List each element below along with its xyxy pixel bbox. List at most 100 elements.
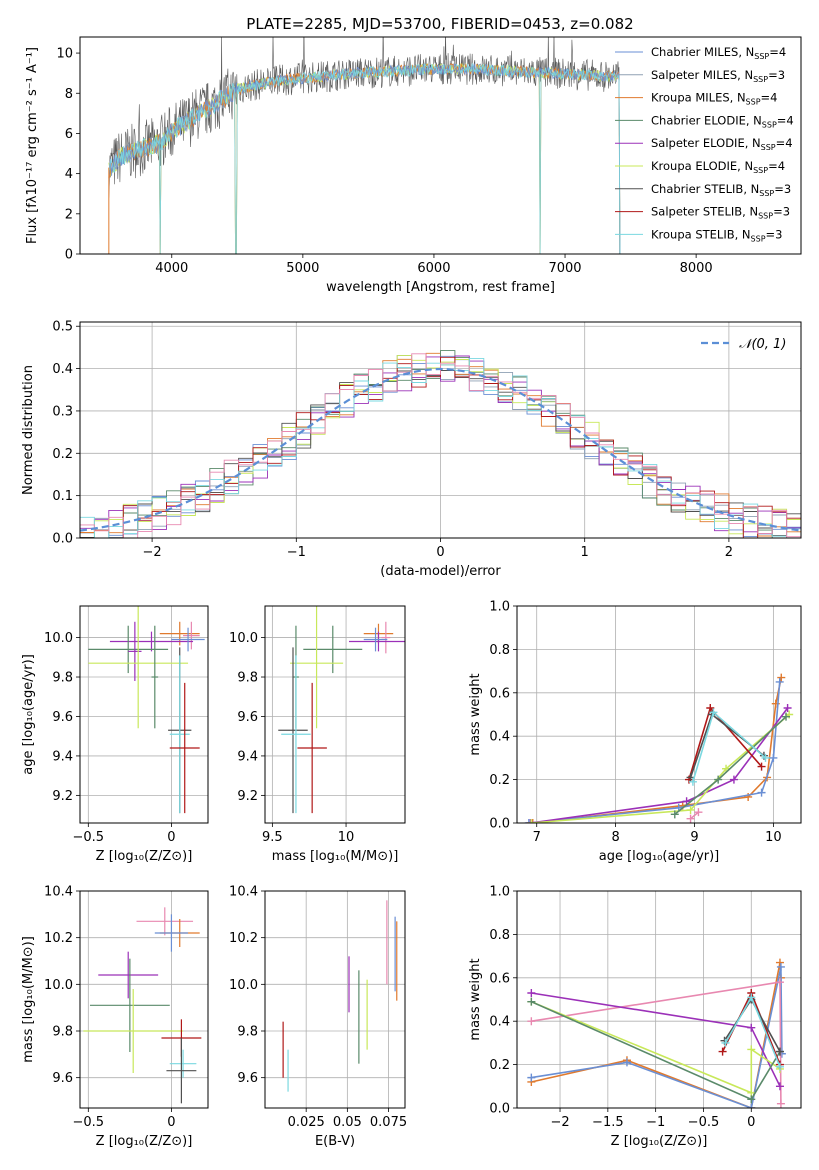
weight-point (747, 1104, 756, 1108)
y-tick-label: 0.6 (489, 971, 510, 986)
weight-point (622, 1058, 631, 1067)
y-tick-label: 0.6 (489, 686, 510, 701)
y-tick-label: 9.8 (237, 1025, 258, 1040)
x-tick-label: 9 (690, 830, 698, 845)
weight-point (688, 777, 697, 786)
x-tick-label: 0 (167, 830, 175, 845)
axes-frame (79, 605, 209, 824)
weight-point (777, 673, 786, 682)
weight-point (709, 708, 718, 717)
weight-point (706, 703, 715, 712)
weight-point (686, 805, 695, 814)
weight-point (686, 773, 695, 782)
legend-subscript: SSP (753, 75, 768, 84)
figure-title: PLATE=2285, MJD=53700, FIBERID=0453, z=0… (246, 15, 633, 33)
legend-subscript: SSP (751, 234, 766, 243)
x-axis-label: mass [log₁₀(M/M⊙)] (272, 849, 399, 864)
weight-point (757, 762, 766, 771)
x-tick-label: −0.5 (688, 1115, 720, 1130)
panel-weight_vs_age: 7 8 9 10 0.0 0.2 0.4 0.6 0.8 1.0 age [log₁₀(age/yr… (468, 600, 802, 864)
x-tick-label: 0.075 (370, 1115, 407, 1130)
y-tick-label: 6 (65, 127, 73, 142)
weight-point (776, 1099, 785, 1108)
legend-value: =3 (768, 68, 785, 82)
x-tick-label: 4000 (155, 261, 188, 276)
x-axis-label: Z [log₁₀(Z/Z⊙)] (611, 1134, 708, 1149)
legend-entry: Chabrier MILES, NSSP=4 (651, 45, 786, 61)
y-tick-label: 10.4 (44, 885, 73, 900)
y-tick-label: 10 (56, 47, 73, 62)
x-tick-label: 10 (338, 830, 355, 845)
x-tick-label: 0 (436, 545, 444, 560)
y-tick-label: 9.6 (52, 710, 73, 725)
weight-point (783, 703, 792, 712)
weight-point (775, 958, 784, 967)
weight-point (747, 993, 756, 1002)
weight-point (729, 775, 738, 784)
weight-point (721, 1038, 730, 1047)
y-tick-label: 0.0 (52, 532, 73, 547)
y-axis-label: mass weight (468, 673, 483, 755)
legend-entry: Chabrier ELODIE, NSSP=4 (651, 113, 794, 129)
y-tick-label: 10.0 (44, 631, 73, 646)
weight-point (686, 814, 695, 823)
y-tick-label: 9.2 (52, 789, 73, 804)
y-tick-label: 10.2 (44, 931, 73, 946)
y-tick-label: 0.1 (52, 489, 73, 504)
weight-point (747, 1023, 756, 1032)
x-tick-label: 10 (765, 830, 782, 845)
plot-area (282, 900, 398, 1092)
legend-entry: Kroupa STELIB, NSSP=3 (651, 227, 782, 243)
legend-entry: Salpeter ELODIE, NSSP=4 (651, 136, 793, 152)
spectrum-line (108, 62, 621, 254)
y-axis-label: age [log₁₀(age/yr)] (21, 654, 36, 775)
x-tick-label: −2 (143, 545, 162, 560)
legend-entry: 𝒩(0, 1) (739, 337, 786, 352)
weight-series-line (532, 677, 783, 823)
legend-subscript: SSP (746, 98, 761, 107)
legend-value: =4 (777, 113, 794, 127)
weight-point (527, 997, 536, 1006)
spectrum-line (108, 63, 621, 254)
weight-point (527, 1073, 536, 1082)
weight-point (747, 1045, 756, 1054)
spectrum-line (108, 62, 621, 254)
weight-point (775, 1062, 784, 1071)
y-tick-label: 10.0 (44, 978, 73, 993)
weight-point (775, 1082, 784, 1091)
legend-value: =4 (769, 45, 786, 59)
axes-frame (79, 321, 802, 539)
y-tick-label: 2 (65, 207, 73, 222)
y-tick-label: 0.4 (52, 362, 73, 377)
weight-point (757, 788, 766, 797)
legend-entry: Salpeter STELIB, NSSP=3 (651, 205, 790, 221)
legend-subscript: SSP (758, 212, 773, 221)
y-tick-label: 10.4 (229, 885, 258, 900)
y-tick-label: 0.4 (489, 730, 510, 745)
x-tick-label: −0.5 (73, 1115, 105, 1130)
plot-area (524, 673, 794, 823)
x-tick-label: 2 (725, 545, 733, 560)
y-tick-label: 1.0 (489, 600, 510, 615)
weight-series-line (528, 681, 781, 823)
weight-series-line (531, 981, 782, 1104)
panel-age_vs_mass: 9.5 10 9.2 9.4 9.6 9.8 10.0 mass [log₁₀(M/M⊙)] (229, 605, 406, 864)
y-tick-label: 0.2 (489, 1058, 510, 1073)
panel-mass_vs_Z: −0.5 0 9.6 9.8 10.0 10.2 10.4 Z [log₁₀(Z/Z⊙)] ma… (21, 885, 209, 1149)
y-tick-label: 0.3 (52, 404, 73, 419)
legend-subscript: SSP (754, 52, 769, 61)
x-tick-label: 9.5 (262, 830, 283, 845)
weight-point (782, 712, 791, 721)
y-tick-label: 0.8 (489, 928, 510, 943)
plot-area (527, 958, 786, 1108)
y-tick-label: 0.0 (489, 817, 510, 832)
y-axis-label: mass weight (468, 958, 483, 1040)
y-tick-label: 8 (65, 87, 73, 102)
legend-value: =4 (761, 91, 778, 105)
y-tick-label: 10.0 (229, 978, 258, 993)
x-tick-label: −1 (646, 1115, 665, 1130)
x-axis-label: (data-model)/error (380, 564, 501, 579)
y-tick-label: 0.5 (52, 320, 73, 335)
